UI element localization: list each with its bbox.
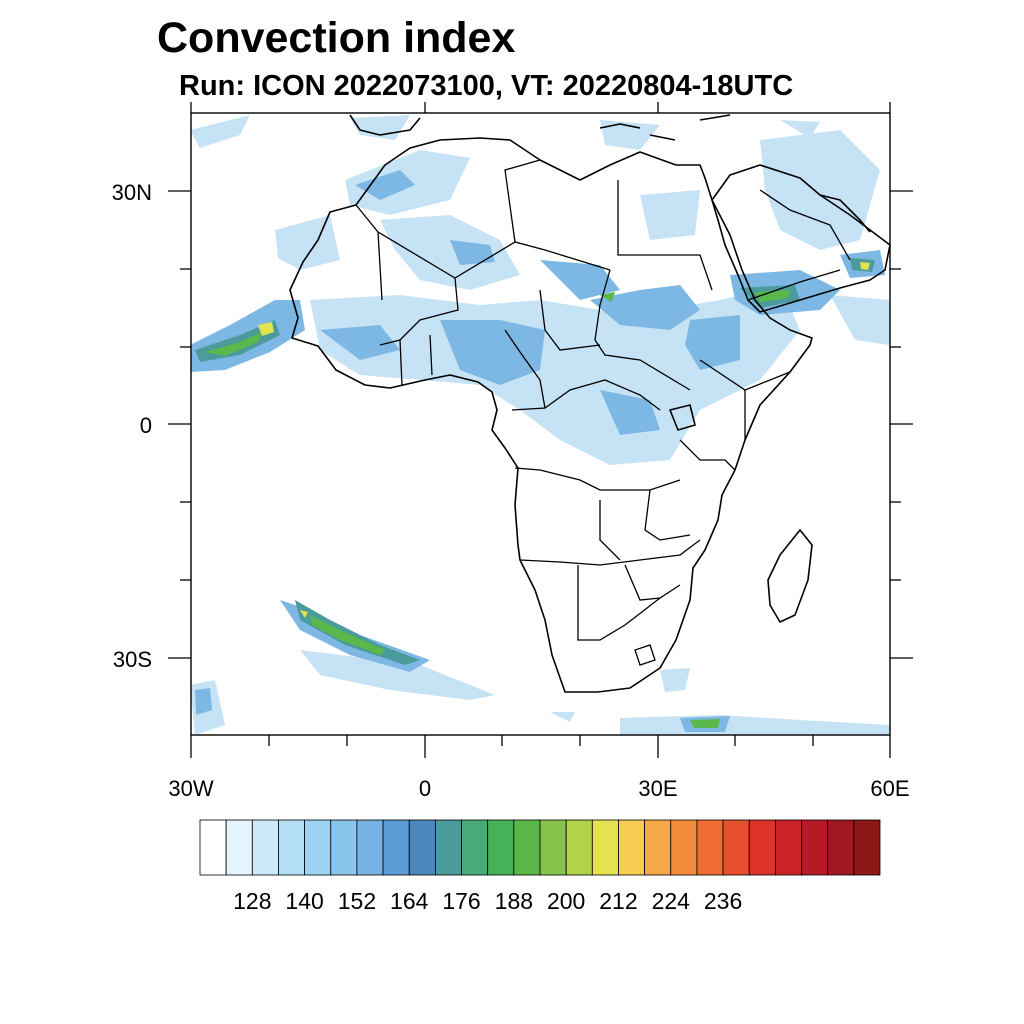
colorbar-tick-label: 176 [442, 888, 481, 914]
lat-label-30s: 30S [112, 647, 152, 672]
colorbar-tick-label: 200 [546, 888, 586, 914]
colorbar-tick-label: 164 [390, 888, 429, 914]
iberia-coastline [349, 114, 421, 136]
lon-label-30w: 30W [168, 776, 214, 801]
lon-label-0: 0 [418, 776, 432, 801]
persian-gulf [819, 194, 871, 233]
chart-title: Convection index [157, 14, 516, 62]
coastline-layer [289, 114, 890, 693]
madagascar-coastline [767, 529, 813, 623]
lon-label-60e: 60E [870, 776, 910, 801]
arabian-peninsula-coastline [711, 164, 890, 313]
chart-subtitle: Run: ICON 2022073100, VT: 20220804-18UTC [179, 70, 794, 102]
colorbar-tick-label: 236 [703, 888, 743, 914]
colorbar-tick-label: 128 [233, 888, 272, 914]
colorbar-tick-label: 140 [285, 888, 324, 914]
colorbar-tick-label: 152 [337, 888, 377, 914]
colorbar-tick-label: 212 [599, 888, 638, 914]
very-strong-convection-areas [205, 290, 790, 728]
peak-convection-areas [258, 262, 870, 618]
country-borders [355, 159, 851, 666]
mediterranean-islands [599, 114, 731, 141]
colorbar-tick-label: 188 [494, 888, 534, 914]
lon-label-30e: 30E [638, 776, 678, 801]
axis-ticks [168, 102, 913, 758]
africa-coastline [289, 137, 813, 693]
lat-label-30n: 30N [111, 180, 152, 205]
colorbar-tick-label: 224 [651, 888, 690, 914]
lat-label-0: 0 [139, 413, 152, 438]
lake-victoria [669, 404, 696, 431]
